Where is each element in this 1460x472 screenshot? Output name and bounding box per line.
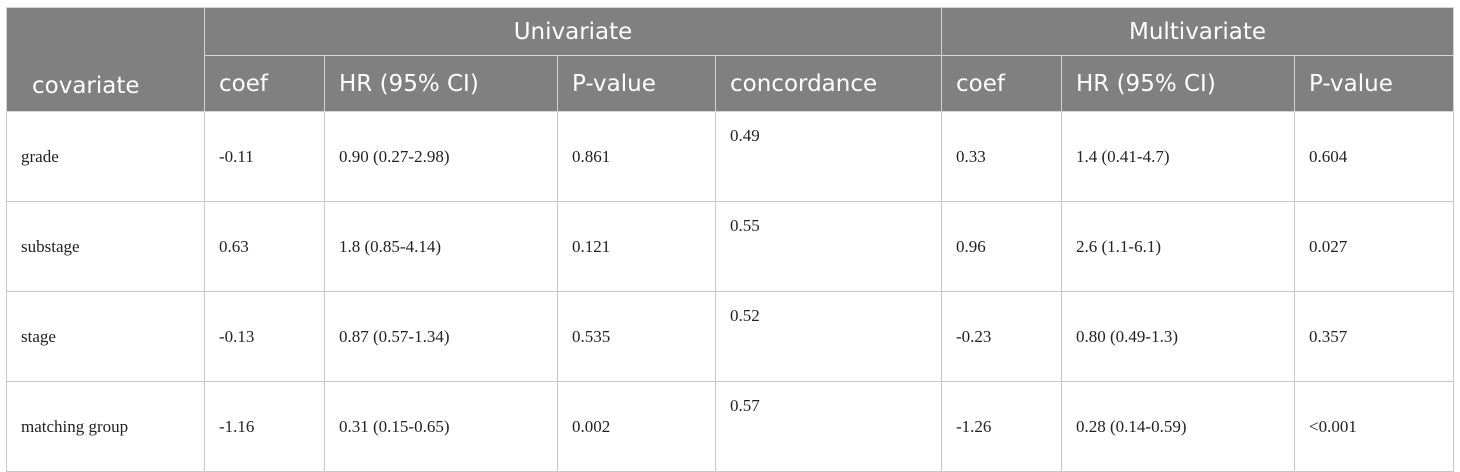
multivariate-hr-cell: 1.4 (0.41-4.7) bbox=[1061, 111, 1295, 202]
multivariate-pvalue-cell: 0.027 bbox=[1294, 201, 1454, 292]
multivariate-coef-cell: -1.26 bbox=[941, 381, 1062, 472]
univariate-coef-cell: -1.16 bbox=[204, 381, 325, 472]
table-row: stage -0.13 0.87 (0.57-1.34) 0.535 0.52 … bbox=[6, 291, 1454, 382]
concordance-cell: 0.57 bbox=[715, 381, 942, 472]
univariate-pvalue-cell: 0.861 bbox=[557, 111, 716, 202]
multivariate-group-header: Multivariate bbox=[941, 7, 1454, 56]
multivariate-hr-cell: 2.6 (1.1-6.1) bbox=[1061, 201, 1295, 292]
univariate-hr-cell: 0.87 (0.57-1.34) bbox=[324, 291, 558, 382]
univariate-hr-cell: 1.8 (0.85-4.14) bbox=[324, 201, 558, 292]
table-row: grade -0.11 0.90 (0.27-2.98) 0.861 0.49 … bbox=[6, 111, 1454, 202]
univariate-hr-header: HR (95% CI) bbox=[324, 55, 558, 112]
univariate-coef-cell: -0.11 bbox=[204, 111, 325, 202]
univariate-coef-header: coef bbox=[204, 55, 325, 112]
multivariate-hr-cell: 0.80 (0.49-1.3) bbox=[1061, 291, 1295, 382]
table-row: matching group -1.16 0.31 (0.15-0.65) 0.… bbox=[6, 381, 1454, 472]
univariate-coef-cell: 0.63 bbox=[204, 201, 325, 292]
multivariate-hr-cell: 0.28 (0.14-0.59) bbox=[1061, 381, 1295, 472]
univariate-hr-cell: 0.90 (0.27-2.98) bbox=[324, 111, 558, 202]
multivariate-hr-header: HR (95% CI) bbox=[1061, 55, 1295, 112]
univariate-pvalue-cell: 0.002 bbox=[557, 381, 716, 472]
concordance-cell: 0.49 bbox=[715, 111, 942, 202]
multivariate-coef-header: coef bbox=[941, 55, 1062, 112]
multivariate-pvalue-cell: <0.001 bbox=[1294, 381, 1454, 472]
univariate-group-header: Univariate bbox=[204, 7, 942, 56]
multivariate-pvalue-cell: 0.604 bbox=[1294, 111, 1454, 202]
multivariate-coef-cell: -0.23 bbox=[941, 291, 1062, 382]
univariate-pvalue-header: P-value bbox=[557, 55, 716, 112]
covariate-cell: grade bbox=[6, 111, 205, 202]
cox-regression-table: covariate Univariate Multivariate coef H… bbox=[6, 7, 1454, 472]
multivariate-coef-cell: 0.33 bbox=[941, 111, 1062, 202]
table-row: substage 0.63 1.8 (0.85-4.14) 0.121 0.55… bbox=[6, 201, 1454, 292]
covariate-header: covariate bbox=[6, 7, 205, 112]
concordance-cell: 0.52 bbox=[715, 291, 942, 382]
univariate-coef-cell: -0.13 bbox=[204, 291, 325, 382]
univariate-pvalue-cell: 0.535 bbox=[557, 291, 716, 382]
univariate-concordance-header: concordance bbox=[715, 55, 942, 112]
covariate-cell: matching group bbox=[6, 381, 205, 472]
multivariate-pvalue-header: P-value bbox=[1294, 55, 1454, 112]
univariate-hr-cell: 0.31 (0.15-0.65) bbox=[324, 381, 558, 472]
multivariate-pvalue-cell: 0.357 bbox=[1294, 291, 1454, 382]
univariate-pvalue-cell: 0.121 bbox=[557, 201, 716, 292]
multivariate-coef-cell: 0.96 bbox=[941, 201, 1062, 292]
covariate-cell: substage bbox=[6, 201, 205, 292]
concordance-cell: 0.55 bbox=[715, 201, 942, 292]
covariate-cell: stage bbox=[6, 291, 205, 382]
